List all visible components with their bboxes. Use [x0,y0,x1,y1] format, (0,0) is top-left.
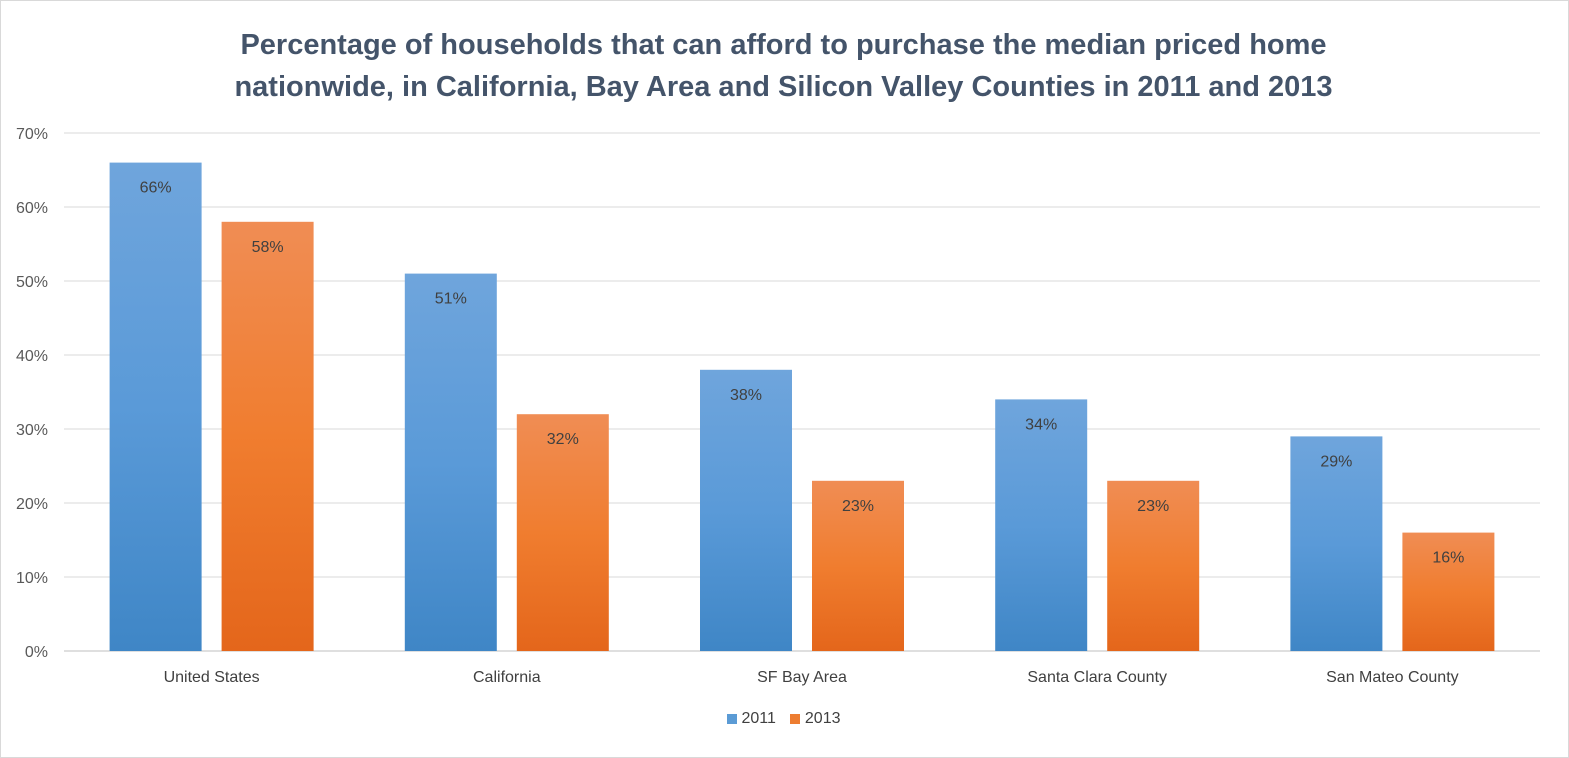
x-category-label-san-mateo-county: San Mateo County [1326,669,1459,686]
y-tick-label-50: 50% [16,274,48,291]
x-category-label-united-states: United States [164,669,260,686]
data-label-2013-california: 32% [547,431,579,448]
x-axis: United States California SF Bay Area Santa … [164,669,1459,686]
bar-2011-california [404,273,497,651]
bar-2011-united-states [109,162,202,651]
chart-title: Percentage of households that can afford… [0,24,1567,108]
legend-label-2013: 2013 [804,710,841,727]
x-category-label-sf-bay-area: SF Bay Area [757,669,847,686]
legend-item-2011: 2011 [726,710,776,728]
y-tick-label-40: 40% [16,348,48,365]
legend-swatch-2011 [726,714,737,724]
data-label-2011-california: 51% [435,291,467,308]
x-category-label-california: California [473,669,541,686]
legend-item-2013: 2013 [789,710,841,728]
bar-2013-united-states [221,221,314,652]
legend-label-2011: 2011 [741,710,776,727]
y-tick-label-0: 0% [25,644,48,661]
data-label-2011-sf-bay-area: 38% [730,387,762,404]
chart-title-line-1: Percentage of households that can afford… [240,29,1327,61]
y-tick-label-60: 60% [16,200,48,217]
y-axis: 0% 10% 20% 30% 40% 50% 60% 70% [16,126,48,661]
legend: 2011 2013 [0,710,1567,728]
data-label-2011-united-states: 66% [140,180,172,197]
bar-2013-california [516,414,609,651]
data-label-2011-santa-clara-county: 34% [1025,416,1057,433]
data-label-2013-san-mateo-county: 16% [1432,550,1464,567]
y-tick-label-10: 10% [16,570,48,587]
data-label-2013-united-states: 58% [252,239,284,256]
data-labels: 66% 58% 51% 32% 38% 23% 34% 23% 29% 16% [140,180,1465,567]
y-tick-label-20: 20% [16,496,48,513]
bar-2011-sf-bay-area [700,369,792,651]
chart-title-line-2: nationwide, in California, Bay Area and … [234,71,1333,103]
bar-2013-san-mateo-county [1402,532,1495,651]
bar-2011-san-mateo-county [1290,436,1383,651]
bar-2013-sf-bay-area [812,480,904,651]
bars [109,162,1495,652]
data-label-2013-sf-bay-area: 23% [842,498,874,515]
data-label-2011-san-mateo-county: 29% [1320,453,1352,470]
y-tick-label-70: 70% [16,126,48,143]
y-tick-label-30: 30% [16,422,48,439]
data-label-2013-santa-clara-county: 23% [1137,498,1169,515]
x-category-label-santa-clara-county: Santa Clara County [1027,669,1167,686]
bar-2011-santa-clara-county [995,399,1088,651]
legend-swatch-2013 [789,714,800,724]
bar-2013-santa-clara-county [1107,480,1200,651]
